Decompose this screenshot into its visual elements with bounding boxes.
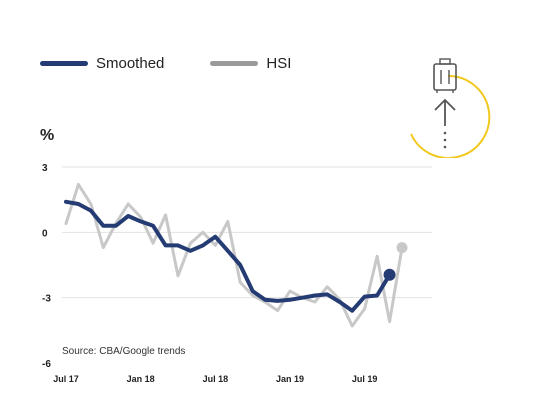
y-axis-unit-label: % <box>40 127 55 144</box>
y-tick-label: 0 <box>42 228 48 239</box>
legend-item-smoothed: Smoothed <box>40 55 164 72</box>
series-line-hsi <box>64 182 404 328</box>
legend-swatch-hsi <box>210 61 259 66</box>
y-tick-label: 3 <box>42 163 48 174</box>
legend-label-smoothed: Smoothed <box>96 55 165 72</box>
source-note: Source: CBA/Google trends <box>62 346 186 357</box>
y-tick-label: -6 <box>42 359 51 370</box>
series-end-point-smoothed <box>383 268 396 281</box>
legend-item-hsi: HSI <box>210 55 291 72</box>
legend-swatch-smoothed <box>40 61 88 66</box>
legend: Smoothed HSI <box>40 55 337 72</box>
suitcase-upward-arrow-icon <box>402 58 494 159</box>
series-line-smoothed <box>64 199 392 313</box>
y-tick-label: -3 <box>42 294 51 305</box>
x-tick-label: Jan 18 <box>127 374 155 384</box>
x-tick-label: Jan 19 <box>276 374 304 384</box>
x-tick-label: Jul 19 <box>352 374 378 384</box>
legend-label-hsi: HSI <box>266 55 292 72</box>
x-tick-label: Jul 17 <box>53 374 79 384</box>
series-end-point-hsi <box>396 242 408 254</box>
x-tick-label: Jul 18 <box>203 374 229 384</box>
